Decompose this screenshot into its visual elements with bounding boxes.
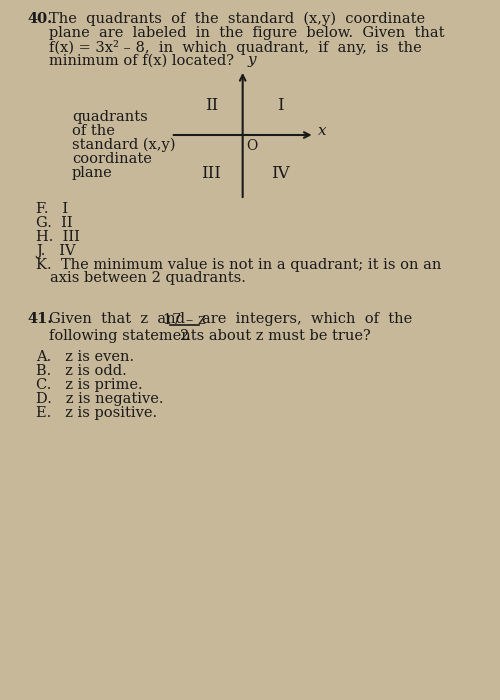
Text: 2: 2	[180, 329, 189, 343]
Text: axis between 2 quadrants.: axis between 2 quadrants.	[50, 271, 246, 285]
Text: standard (x,y): standard (x,y)	[72, 138, 176, 152]
Text: The  quadrants  of  the  standard  (x,y)  coordinate: The quadrants of the standard (x,y) coor…	[50, 12, 426, 27]
Text: coordinate: coordinate	[72, 152, 152, 166]
Text: F.   I: F. I	[36, 202, 68, 216]
Text: 17 – z: 17 – z	[163, 313, 206, 327]
Text: x: x	[318, 124, 327, 138]
Text: Given  that  z  and: Given that z and	[50, 312, 186, 326]
Text: are  integers,  which  of  the: are integers, which of the	[202, 312, 412, 326]
Text: D.   z is negative.: D. z is negative.	[36, 392, 164, 406]
Text: H.  III: H. III	[36, 230, 80, 244]
Text: I: I	[277, 97, 283, 113]
Text: O: O	[246, 139, 258, 153]
Text: 41.: 41.	[27, 312, 52, 326]
Text: following statements about z must be true?: following statements about z must be tru…	[50, 329, 371, 343]
Text: A.   z is even.: A. z is even.	[36, 350, 134, 364]
Text: quadrants: quadrants	[72, 110, 148, 124]
Text: IV: IV	[271, 164, 289, 181]
Text: II: II	[204, 97, 218, 113]
Text: plane  are  labeled  in  the  figure  below.  Given  that: plane are labeled in the figure below. G…	[50, 26, 445, 40]
Text: f(x) = 3x² – 8,  in  which  quadrant,  if  any,  is  the: f(x) = 3x² – 8, in which quadrant, if an…	[50, 40, 422, 55]
Text: E.   z is positive.: E. z is positive.	[36, 406, 157, 420]
Text: G.  II: G. II	[36, 216, 72, 230]
Text: y: y	[247, 53, 256, 67]
Text: B.   z is odd.: B. z is odd.	[36, 364, 126, 378]
Text: C.   z is prime.: C. z is prime.	[36, 378, 142, 392]
Text: III: III	[202, 164, 221, 181]
Text: K.  The minimum value is not in a quadrant; it is on an: K. The minimum value is not in a quadran…	[36, 258, 442, 272]
Text: plane: plane	[72, 166, 112, 180]
Text: minimum of f(x) located?: minimum of f(x) located?	[50, 54, 234, 68]
Text: J.   IV: J. IV	[36, 244, 76, 258]
Text: 40.: 40.	[27, 12, 52, 26]
Text: of the: of the	[72, 124, 115, 138]
